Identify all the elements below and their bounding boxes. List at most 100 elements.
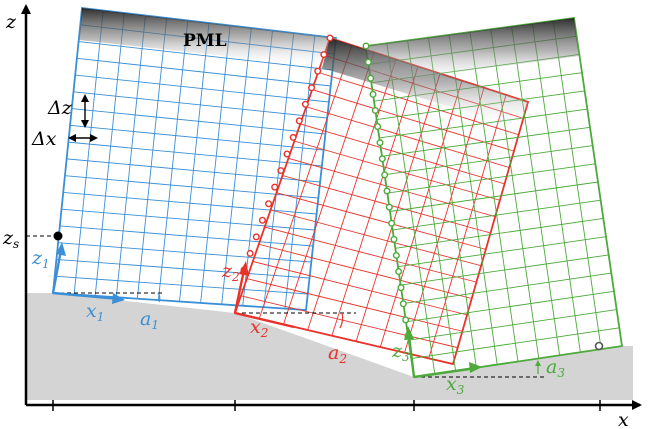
grid-line <box>54 275 308 295</box>
domain-3-interface-node <box>402 316 410 324</box>
domain-3-interface-node <box>376 139 384 147</box>
domain-grids <box>52 6 624 379</box>
domain-3-interface-node <box>395 268 403 276</box>
grid-line <box>71 108 326 135</box>
grid-line <box>221 27 252 305</box>
grid-line <box>179 22 210 302</box>
domain-2-interface-node <box>271 183 279 191</box>
grid-line <box>317 71 519 136</box>
svg-text:x2: x2 <box>250 316 268 340</box>
domain-3-corner-node <box>594 341 604 351</box>
domain-3-interface-node <box>392 251 400 259</box>
grid-line <box>312 89 515 152</box>
domain-2-interface-node <box>258 216 266 224</box>
domain-2-interface-node <box>283 150 291 158</box>
domain-2-interface-node <box>295 117 303 125</box>
pml-shading <box>79 8 579 128</box>
grid-line <box>136 17 168 299</box>
grid-line <box>284 35 316 309</box>
domain-2-annotations: x2 z2 a2 <box>221 260 356 366</box>
grid-line <box>61 208 315 231</box>
domain-3-interface-node <box>397 284 405 292</box>
svg-text:z1: z1 <box>31 247 50 271</box>
domain-3-interface-node <box>364 58 372 66</box>
svg-text:x1: x1 <box>86 300 104 324</box>
domain-2-interface-node <box>326 34 334 42</box>
source-point <box>53 231 63 241</box>
domain-2-interface-node <box>277 167 285 175</box>
x-axis-ticks <box>52 400 601 411</box>
grid-line <box>240 295 458 349</box>
grid-line <box>78 41 333 71</box>
grid-line <box>395 217 604 249</box>
grid-line <box>400 254 609 286</box>
grid-line <box>63 191 317 215</box>
dx-label: Δx <box>31 128 57 150</box>
grid-line <box>408 309 617 341</box>
domain-2-interface-node <box>265 200 273 208</box>
grid-line <box>76 57 331 87</box>
domain-3-interface-node <box>388 219 396 227</box>
grid-line <box>264 226 477 283</box>
domain-1-grid <box>54 10 335 309</box>
grid-line <box>115 15 146 298</box>
grid-line <box>306 106 510 168</box>
interface-nodes <box>240 34 412 340</box>
grid-line <box>73 91 328 119</box>
grid-line <box>411 327 620 360</box>
grid-line <box>389 181 599 212</box>
grid-line <box>157 20 189 301</box>
grid-line <box>387 163 596 194</box>
domain-3-interface-node <box>367 74 375 82</box>
grid-line <box>397 236 607 268</box>
domain-3-interface-node <box>378 155 386 163</box>
domain-2-interface-node <box>289 133 297 141</box>
grid-line <box>381 126 591 157</box>
grid-line <box>258 243 472 299</box>
grid-line <box>75 74 329 103</box>
svg-text:z3: z3 <box>391 340 410 364</box>
svg-text:a3: a3 <box>546 356 565 380</box>
domain-3-interface-node <box>390 235 398 243</box>
grid-line <box>70 124 324 151</box>
domain-2-boundary <box>233 36 530 366</box>
domain-3-grid <box>368 20 620 374</box>
grid-line <box>242 30 273 306</box>
grid-line <box>288 157 496 218</box>
domain-2-interface-node <box>314 67 322 75</box>
domain-3-interface-node <box>369 90 377 98</box>
domain-3-interface-node <box>362 42 370 50</box>
pml-label: PML <box>183 31 227 51</box>
grid-line <box>200 25 231 303</box>
grid-line <box>94 12 125 296</box>
grid-line <box>379 108 588 139</box>
domain-2-interface-node <box>320 51 328 59</box>
domain-2-interface-node <box>308 84 316 92</box>
grid-line <box>270 209 482 267</box>
grid-line <box>392 199 601 231</box>
domain-3-interface-node <box>383 187 391 195</box>
grid-line <box>66 158 321 183</box>
dz-label: Δz <box>47 97 73 119</box>
domain-3-interface-node <box>385 203 393 211</box>
grid-line <box>73 10 104 295</box>
svg-text:a2: a2 <box>328 342 347 366</box>
grid-line <box>246 278 463 332</box>
grid-line <box>294 140 500 201</box>
domain-3-annotations: x3 z3 a3 <box>391 326 565 397</box>
domain-3-interface-node <box>381 171 389 179</box>
source-depth-label: zs <box>2 227 19 251</box>
grid-line <box>384 145 593 176</box>
grid-line <box>68 141 322 167</box>
domain-2-interface-node <box>252 233 260 241</box>
domain-3-interface-node <box>371 106 379 114</box>
svg-text:a1: a1 <box>140 308 159 332</box>
domain-2-interface-node <box>301 100 309 108</box>
grid-line <box>56 259 310 279</box>
grid-line <box>403 272 612 304</box>
grid-line <box>59 225 314 247</box>
dz-indicator <box>81 94 89 128</box>
z-axis-label: z <box>5 11 17 33</box>
grid-line <box>405 290 615 323</box>
